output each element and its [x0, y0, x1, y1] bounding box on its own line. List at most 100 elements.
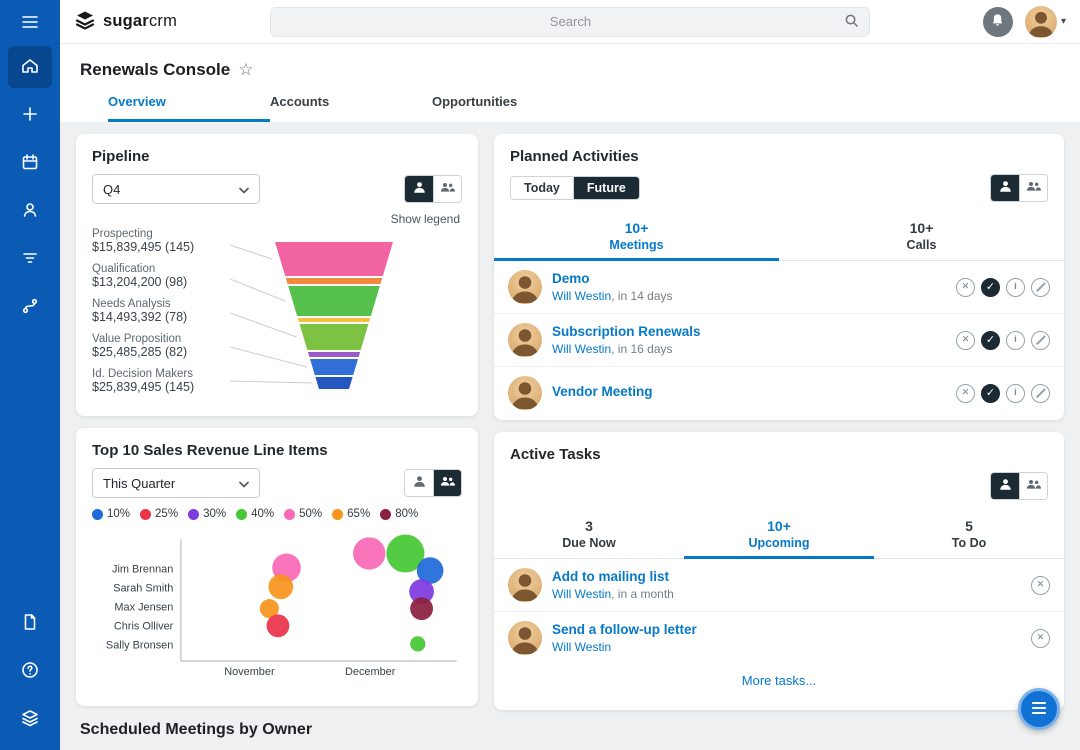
future-toggle-button[interactable]: Future — [572, 177, 639, 199]
owner-link[interactable]: Will Westin — [552, 342, 612, 356]
team-view-button[interactable] — [1019, 175, 1047, 201]
single-user-view-button[interactable] — [405, 470, 433, 496]
bubble[interactable] — [416, 557, 444, 584]
sidebar-item-pipeline[interactable] — [8, 286, 52, 328]
tab-meetings[interactable]: 10+ Meetings — [494, 212, 779, 261]
sugarcrm-logo[interactable]: sugarcrm — [74, 9, 177, 34]
time-range-toggle: Today Future — [510, 176, 640, 200]
today-toggle-button[interactable]: Today — [511, 177, 573, 199]
single-user-view-button[interactable] — [991, 473, 1019, 499]
funnel-segment[interactable] — [285, 278, 383, 284]
sidebar-item-home[interactable] — [8, 46, 52, 88]
menu-icon[interactable] — [0, 0, 60, 44]
legend-item[interactable]: 40% — [236, 508, 274, 520]
card-title: Pipeline — [92, 148, 150, 165]
sidebar-nav — [0, 46, 60, 328]
team-view-button[interactable] — [433, 470, 461, 496]
single-user-view-button[interactable] — [991, 175, 1019, 201]
tab-upcoming[interactable]: 10+ Upcoming — [684, 510, 874, 559]
dismiss-icon[interactable]: ✕ — [1031, 628, 1050, 648]
owner-link[interactable]: Will Westin — [552, 289, 612, 303]
show-legend-link[interactable]: Show legend — [390, 212, 460, 226]
sidebar-item-docs[interactable] — [8, 602, 52, 644]
tab-calls[interactable]: 10+ Calls — [906, 220, 937, 252]
sidebar-item-filter[interactable] — [8, 238, 52, 280]
bubble[interactable] — [386, 534, 425, 573]
complete-icon[interactable]: ✓ — [981, 383, 1000, 403]
bubble-chart-legend: 10% 25% 30% 40% 50% 65% 80% — [92, 508, 478, 520]
notifications-button[interactable] — [982, 6, 1013, 37]
funnel-stage: Id. Decision Makers $25,839,495 (145) — [92, 368, 195, 394]
bubble[interactable] — [410, 636, 426, 652]
legend-item[interactable]: 30% — [188, 508, 226, 520]
sidebar-item-calendar[interactable] — [8, 142, 52, 184]
pipeline-period-select[interactable]: Q4 — [92, 174, 260, 204]
team-view-button[interactable] — [1019, 473, 1047, 499]
search-icon[interactable] — [844, 13, 859, 31]
tab-opportunities[interactable]: Opportunities — [432, 94, 518, 109]
funnel-segment[interactable] — [275, 242, 393, 276]
sidebar-item-help[interactable] — [8, 650, 52, 692]
activity-title-link[interactable]: Subscription Renewals — [552, 324, 701, 339]
group-icon — [440, 181, 455, 197]
funnel-segment[interactable] — [310, 359, 358, 375]
sidebar-item-contacts[interactable] — [8, 190, 52, 232]
legend-item[interactable]: 80% — [380, 508, 418, 520]
bubble[interactable] — [259, 599, 279, 619]
unlink-icon[interactable] — [1031, 330, 1050, 350]
avatar — [508, 568, 542, 602]
legend-item[interactable]: 50% — [284, 508, 322, 520]
search-input[interactable] — [297, 14, 844, 29]
activity-title-link[interactable]: Demo — [552, 271, 590, 286]
tab-overview[interactable]: Overview — [108, 94, 270, 122]
legend-dot — [92, 508, 103, 520]
bubble[interactable] — [410, 597, 433, 621]
task-title-link[interactable]: Send a follow-up letter — [552, 622, 697, 637]
legend-item[interactable]: 10% — [92, 508, 130, 520]
sidebar — [0, 0, 60, 750]
funnel-segment[interactable] — [288, 286, 380, 316]
sidebar-item-create[interactable] — [8, 94, 52, 136]
owner-link[interactable]: Will Westin — [552, 640, 612, 654]
bubble[interactable] — [266, 614, 290, 638]
single-user-view-button[interactable] — [405, 176, 433, 202]
tab-accounts[interactable]: Accounts — [270, 94, 330, 109]
unlink-icon[interactable] — [1031, 383, 1050, 403]
info-icon[interactable]: i — [1006, 277, 1025, 297]
bubble[interactable] — [353, 537, 386, 570]
funnel-segment[interactable] — [299, 324, 369, 350]
legend-item[interactable]: 65% — [332, 508, 370, 520]
dismiss-icon[interactable]: ✕ — [956, 277, 975, 297]
unlink-icon[interactable] — [1031, 277, 1050, 297]
dismiss-icon[interactable]: ✕ — [1031, 575, 1050, 595]
top10-period-select[interactable]: This Quarter — [92, 468, 260, 498]
info-icon[interactable]: i — [1006, 383, 1025, 403]
activity-row: Subscription Renewals Will Westin, in 16… — [494, 313, 1064, 366]
card-title: Top 10 Sales Revenue Line Items — [92, 442, 328, 459]
info-icon[interactable]: i — [1006, 330, 1025, 350]
owner-link[interactable]: Will Westin — [552, 587, 612, 601]
user-menu[interactable]: ▾ — [1024, 5, 1066, 38]
more-tasks-link[interactable]: More tasks... — [741, 673, 817, 688]
funnel-segment[interactable] — [315, 377, 353, 389]
task-title-link[interactable]: Add to mailing list — [552, 569, 669, 584]
bubble[interactable] — [268, 574, 294, 600]
active-tasks-card: Active Tasks 3 Due Now — [494, 432, 1064, 710]
funnel-segment[interactable] — [297, 318, 371, 322]
complete-icon[interactable]: ✓ — [981, 277, 1000, 297]
legend-item[interactable]: 25% — [140, 508, 178, 520]
bubble[interactable] — [409, 579, 434, 604]
tab-due-now[interactable]: 3 Due Now — [562, 518, 616, 550]
dismiss-icon[interactable]: ✕ — [956, 383, 975, 403]
topbar: sugarcrm ▾ — [60, 0, 1080, 44]
funnel-segment[interactable] — [307, 352, 361, 357]
dismiss-icon[interactable]: ✕ — [956, 330, 975, 350]
activity-title-link[interactable]: Vendor Meeting — [552, 384, 653, 399]
activity-subtext: Will Westin, in 16 days — [552, 342, 946, 356]
complete-icon[interactable]: ✓ — [981, 330, 1000, 350]
tab-to-do[interactable]: 5 To Do — [951, 518, 987, 550]
team-view-button[interactable] — [433, 176, 461, 202]
favorite-star-icon[interactable]: ☆ — [238, 60, 254, 79]
floating-menu-button[interactable] — [1018, 688, 1060, 730]
sidebar-item-modules[interactable] — [8, 698, 52, 740]
